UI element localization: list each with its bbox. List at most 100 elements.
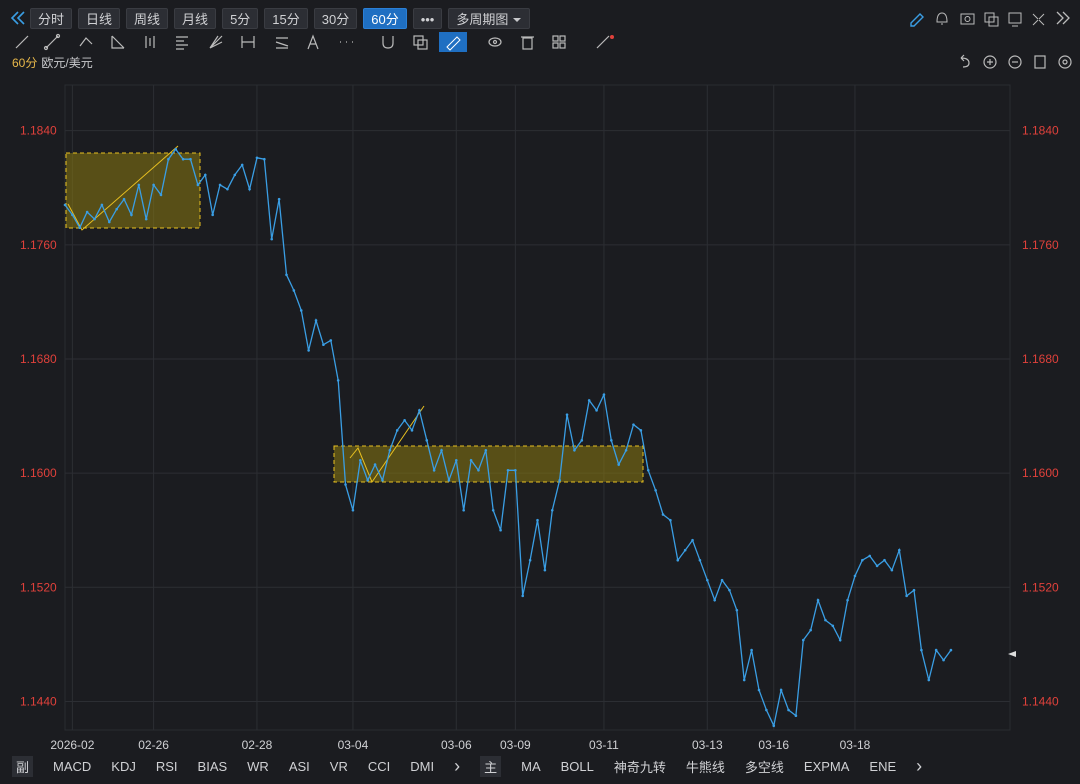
period-button[interactable]: 30分 [313,7,358,29]
price-point [779,688,783,692]
price-point [425,439,429,442]
y-tick-label: 1.1600 [20,466,57,480]
y-tick-label: 1.1840 [20,124,57,138]
y-tick-label-right: 1.1600 [1022,466,1059,480]
price-point [816,598,820,602]
price-point [292,289,296,292]
price-point [801,638,805,642]
drawing-tools[interactable] [0,32,1080,52]
y-tick-label-right: 1.1520 [1022,580,1059,594]
price-point [167,157,170,161]
y-tick-label-right: 1.1440 [1022,694,1059,708]
sub-indicator[interactable]: BIAS [197,758,228,774]
price-pointer [1008,651,1016,657]
price-point [912,588,916,592]
period-button[interactable]: 分时 [30,7,73,29]
period-button[interactable]: 月线 [174,7,217,29]
price-line [64,148,952,728]
collapse-icon[interactable] [0,8,30,28]
sub-indicator[interactable]: WR [247,758,269,774]
y-tick-label: 1.1760 [20,238,57,252]
period-button[interactable]: 60分 [363,7,407,29]
chart-controls[interactable] [955,54,1075,70]
sub-indicator[interactable]: RSI [155,758,178,774]
main-indicator[interactable]: EXPMA [803,758,850,774]
price-point [838,638,842,642]
price-point [890,568,894,572]
price-point [78,226,82,229]
main-indicator[interactable]: 多空线 [744,759,784,775]
price-point [676,558,680,562]
price-point [683,548,687,552]
price-point [942,658,945,662]
price-point [211,213,214,217]
price-point [240,163,244,167]
price-point [506,468,510,472]
price-point [580,439,584,442]
multi-period-button[interactable]: 多周期图 [448,7,530,29]
drawn-line [67,145,179,231]
price-point [226,187,229,191]
price-point [757,688,761,692]
price-point [499,528,502,532]
period-button[interactable]: 15分 [264,7,308,29]
price-point [742,678,746,682]
price-point [536,518,539,522]
sub-indicator[interactable]: DMI [410,758,435,774]
price-point [514,468,517,472]
plot-frame [64,84,1011,731]
sub-indicator[interactable]: KDJ [111,758,136,774]
price-point [181,157,185,161]
period-button[interactable]: 日线 [78,7,121,29]
x-tick-label: 02-28 [242,738,273,752]
price-point [263,157,266,161]
next-arrow[interactable]: › [916,755,923,776]
period-button[interactable]: 周线 [126,7,169,29]
price-point [772,724,776,728]
y-tick-label-right: 1.1760 [1022,238,1059,252]
y-tick-label: 1.1680 [20,352,57,366]
dropdown-icon [513,17,521,22]
price-point [462,508,465,512]
price-point [314,319,318,322]
sub-indicator[interactable]: VR [329,758,348,774]
price-point [646,468,650,472]
main-indicator[interactable]: 神奇九转 [613,759,666,775]
price-point [285,273,288,277]
next-arrow[interactable]: › [454,755,461,776]
price-point [418,409,421,412]
price-point [469,458,473,462]
price-point [233,173,237,177]
price-point [100,203,104,207]
price-point [846,598,849,602]
sub-indicator[interactable]: MACD [53,758,92,774]
main-indicator[interactable]: BOLL [560,758,594,774]
main-indicator[interactable]: ENE [869,758,897,774]
price-point [85,210,89,214]
main-indicator[interactable]: MA [521,758,541,774]
price-point [787,708,790,712]
sub-indicator[interactable]: ASI [288,758,310,774]
price-point [203,173,207,177]
price-point [949,648,953,652]
price-point [521,594,525,598]
x-tick-label: 2026-02 [50,738,94,752]
y-tick-label: 1.1520 [20,580,57,594]
right-icons[interactable] [905,8,1075,28]
sub-indicator[interactable]: CCI [367,758,391,774]
price-point [602,393,606,396]
period-button[interactable]: 5分 [222,7,259,29]
price-point [373,463,377,466]
more-button[interactable]: ••• [412,7,443,29]
price-point [927,678,931,682]
main-indicator[interactable]: 牛熊线 [685,759,725,775]
price-point [765,708,768,712]
price-point [454,458,458,462]
price-point [270,237,274,241]
x-tick-label: 03-18 [840,738,871,752]
price-point [573,449,576,452]
price-point [159,193,163,197]
price-point [322,343,325,347]
price-point [794,714,798,718]
